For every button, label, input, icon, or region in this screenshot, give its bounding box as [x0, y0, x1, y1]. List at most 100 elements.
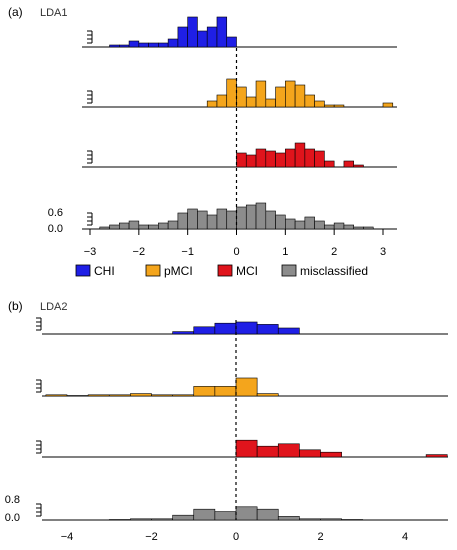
bar [314, 100, 325, 108]
bar [255, 202, 267, 230]
panel-b-title: LDA2 [40, 301, 68, 313]
bar [172, 394, 195, 397]
panel-b-plot: −4 −2 0 2 4 [36, 317, 448, 543]
bar [128, 220, 140, 230]
x-tick-label: 2 [317, 531, 323, 543]
y-scale-ticks [36, 503, 42, 517]
bar [333, 104, 345, 108]
bar [256, 508, 279, 521]
panel-a-plot: −3 −2 −1 0 1 2 3 [82, 16, 397, 258]
x-tick-label: −2 [133, 246, 146, 258]
x-tick-label: 2 [331, 246, 337, 258]
panel-b-ytick-bottom: 0.0 [5, 512, 20, 524]
bar [226, 36, 237, 48]
bar [285, 218, 296, 230]
bar [255, 148, 267, 168]
panel-a-ytick-bottom: 0.0 [48, 223, 63, 235]
legend-swatch [145, 264, 161, 277]
bar [128, 40, 140, 48]
legend-swatch [75, 264, 91, 277]
y-scale-ticks [36, 440, 42, 454]
bar [109, 44, 120, 48]
panel-a-title: LDA1 [40, 7, 68, 19]
legend: CHI pMCI MCI misclassified [75, 264, 368, 278]
panel-a: (a) LDA1 −3 −2 −1 0 1 2 3 0.6 0.0 [8, 5, 397, 258]
bar [353, 226, 364, 230]
y-scale-ticks [87, 150, 93, 164]
bar [216, 208, 228, 230]
bar [151, 394, 173, 397]
bar [245, 204, 257, 230]
bar [277, 327, 300, 335]
bar [275, 152, 286, 168]
bar [151, 518, 173, 521]
bar [187, 16, 198, 48]
bar [275, 214, 286, 230]
bar [256, 324, 279, 335]
bar [235, 439, 258, 458]
series-CHI-a [82, 16, 397, 48]
bar [343, 224, 354, 230]
bar [216, 16, 228, 48]
bar [320, 518, 342, 521]
bar [236, 206, 247, 230]
bar [285, 80, 296, 108]
bar [172, 331, 195, 335]
bar [275, 86, 286, 108]
x-tick-label: 4 [402, 531, 408, 543]
bar [363, 226, 374, 230]
bar [130, 393, 152, 397]
panel-b: (b) LDA2 −4 −2 0 2 4 0.8 0.0 [5, 299, 448, 543]
bar [197, 30, 208, 48]
bar [235, 321, 258, 335]
series-pMCI-a [82, 78, 397, 108]
bar [206, 214, 218, 230]
bar [299, 518, 321, 521]
y-scale-ticks [87, 90, 93, 104]
x-tick-label: −4 [61, 531, 74, 543]
bar [265, 210, 276, 230]
bar [119, 44, 130, 48]
bar [425, 454, 448, 458]
bar [226, 210, 237, 230]
series-CHI-b [36, 317, 448, 335]
x-tick-label: −1 [181, 246, 194, 258]
x-tick-label: −3 [84, 246, 97, 258]
x-tick-label: −2 [145, 531, 158, 543]
bar [256, 393, 279, 397]
series-misclassified-b [36, 503, 448, 521]
y-scale-ticks [87, 30, 93, 44]
bar [193, 386, 216, 397]
series-pMCI-b [36, 377, 448, 397]
bar [214, 322, 237, 335]
bar [236, 86, 247, 108]
bar [256, 445, 279, 458]
bar [382, 102, 394, 108]
legend-item-pMCI: pMCI [145, 264, 193, 278]
bar [226, 78, 237, 108]
y-scale-ticks [87, 212, 93, 226]
bar [167, 220, 179, 230]
bar [148, 42, 159, 48]
bar [304, 94, 315, 108]
bar [214, 511, 237, 521]
bar [294, 84, 306, 108]
bar [294, 220, 306, 230]
bar [138, 224, 149, 230]
legend-swatch [217, 264, 233, 277]
bar [324, 224, 335, 230]
bar [235, 377, 258, 397]
bar [343, 160, 354, 168]
panel-b-ytick-top: 0.8 [5, 494, 20, 506]
bar [304, 148, 315, 168]
bar [314, 220, 325, 230]
x-tick-label: 0 [233, 531, 239, 543]
bar [277, 516, 300, 521]
bar [320, 451, 342, 458]
panel-a-ytick-top: 0.6 [48, 207, 63, 219]
x-tick-label: 3 [380, 246, 386, 258]
bar [193, 508, 216, 521]
legend-label: misclassified [300, 264, 368, 278]
bar [245, 96, 257, 108]
series-MCI-b [36, 439, 448, 458]
